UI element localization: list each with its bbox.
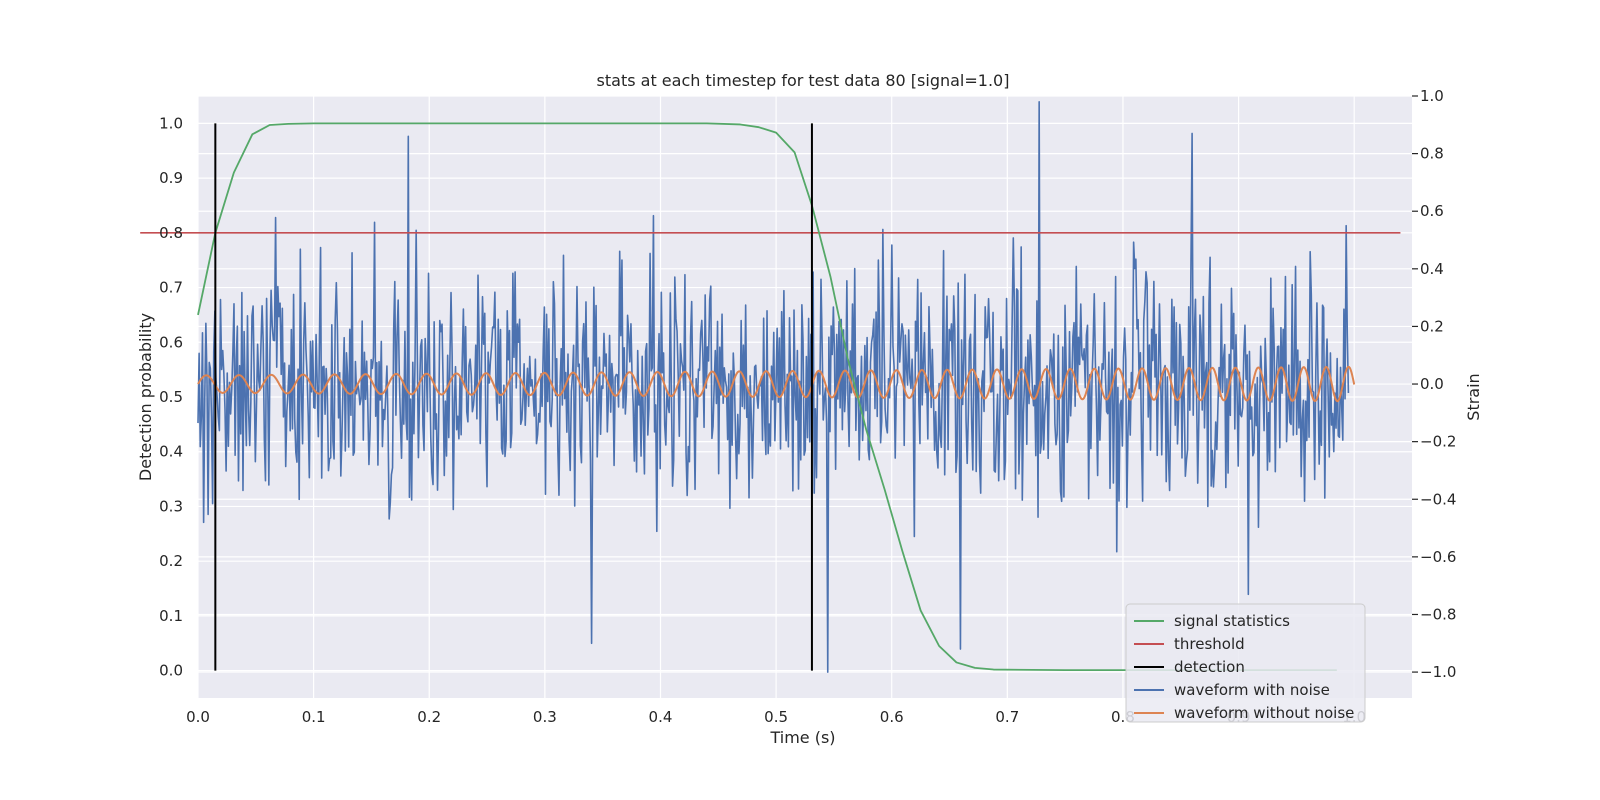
y2-tick-label: 0.8 — [1420, 145, 1444, 163]
legend-label: waveform without noise — [1174, 704, 1354, 722]
y2-tick-label: 0.4 — [1420, 260, 1444, 278]
y-tick-label: 0.7 — [159, 279, 183, 297]
y-axis-label: Detection probability — [136, 313, 155, 481]
series-layer — [140, 100, 1401, 673]
x-tick-label: 0.4 — [649, 708, 673, 726]
legend-label: waveform with noise — [1174, 681, 1330, 699]
y-tick-label: 0.5 — [159, 388, 183, 406]
x-tick-label: 0.5 — [764, 708, 788, 726]
x-tick-label: 0.0 — [186, 708, 210, 726]
y-tick-label: 0.0 — [159, 662, 183, 680]
x-tick-label: 0.7 — [995, 708, 1019, 726]
x-axis-label: Time (s) — [769, 728, 835, 747]
y-tick-label: 0.6 — [159, 333, 183, 351]
x-tick-label: 0.3 — [533, 708, 557, 726]
y2-tick-label: −1.0 — [1420, 663, 1456, 681]
y2-tick-label: −0.8 — [1420, 605, 1456, 623]
x-tick-label: 0.6 — [880, 708, 904, 726]
y-tick-label: 0.3 — [159, 497, 183, 515]
y2-tick-label: −0.6 — [1420, 548, 1456, 566]
legend-box — [1125, 603, 1366, 723]
y-tick-label: 0.8 — [159, 224, 183, 242]
chart-title: stats at each timestep for test data 80 … — [597, 71, 1010, 90]
x-tick-label: 0.2 — [417, 708, 441, 726]
y-tick-label: 1.0 — [159, 114, 183, 132]
y2-tick-label: 0.0 — [1420, 375, 1444, 393]
y2-tick-label: −0.4 — [1420, 490, 1456, 508]
y-tick-label: 0.2 — [159, 552, 183, 570]
y2-tick-label: 1.0 — [1420, 87, 1444, 105]
series-waveform-without-noise — [197, 365, 1356, 403]
y2-axis-label: Strain — [1464, 373, 1483, 420]
y2-tick-label: −0.2 — [1420, 433, 1456, 451]
legend-label: detection — [1174, 658, 1245, 676]
y-tick-label: 0.4 — [159, 443, 183, 461]
y2-axis-ticks: −1.0 −0.8 −0.6 −0.4 −0.2 0.0 0.2 0.4 0.6 0.8 1.0 — [1412, 87, 1456, 681]
y2-tick-label: 0.6 — [1420, 202, 1444, 220]
y-tick-label: 0.9 — [159, 169, 183, 187]
legend: signal statistics threshold detection wavef… — [1125, 603, 1366, 723]
y2-tick-label: 0.2 — [1420, 317, 1444, 335]
x-tick-label: 0.1 — [302, 708, 326, 726]
legend-label: threshold — [1174, 635, 1245, 653]
series-signal-statistics — [197, 122, 1337, 671]
y-tick-label: 0.1 — [159, 607, 183, 625]
legend-label: signal statistics — [1174, 612, 1290, 630]
y-axis-ticks: 0.0 0.1 0.2 0.3 0.4 0.5 0.6 0.7 0.8 0.9 1.0 — [159, 114, 183, 679]
